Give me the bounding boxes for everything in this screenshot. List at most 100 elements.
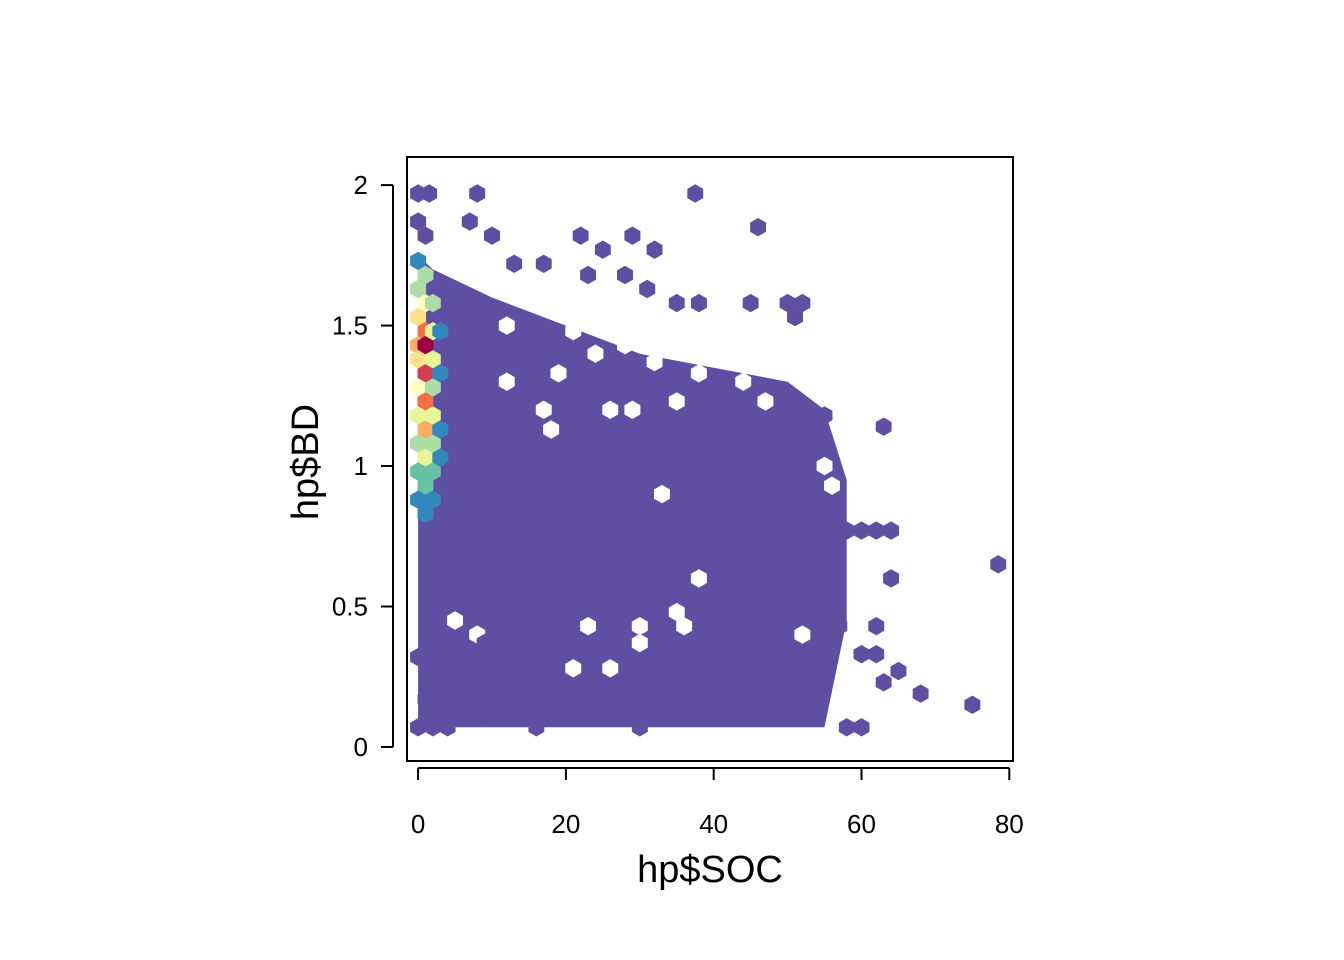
hexbin-cell: [484, 226, 500, 245]
hexbin-cell: [410, 718, 427, 737]
hexbin-cell-dense: [410, 307, 427, 327]
hexbin-cell-dense: [424, 293, 441, 313]
hexbin-empty-cell: [668, 602, 685, 622]
hexbin-cell: [469, 184, 486, 203]
hexbin-empty-cell: [757, 392, 774, 411]
hexbin-cell-dense: [417, 392, 434, 411]
hexbin-cell: [476, 633, 493, 653]
hexbin-cell: [668, 293, 685, 313]
hexbin-cell-dense: [410, 279, 427, 299]
hexbin-empty-cell: [587, 344, 604, 363]
y-tick-label: 1: [354, 451, 368, 481]
hexbin-empty-cell: [690, 569, 707, 588]
hexbin-empty-cell: [654, 484, 670, 504]
hexbin-cell: [853, 718, 870, 737]
hexbin-empty-cell: [543, 420, 560, 439]
hexbin-cell: [421, 184, 438, 203]
hexbin-empty-cell: [646, 352, 663, 372]
hexbin-cell: [990, 555, 1007, 574]
y-axis-title: hp$BD: [285, 404, 327, 520]
hexbin-cell: [624, 226, 641, 245]
hexbin-cell: [410, 647, 427, 667]
hexbin-cell: [687, 184, 704, 203]
x-axis-title: hp$SOC: [637, 849, 783, 891]
plot-frame: [406, 156, 1014, 762]
hexbin-cell-dense: [410, 378, 427, 397]
hexbin-cell: [831, 617, 848, 636]
hexbin-cell: [883, 569, 899, 588]
hexbin-cell: [690, 293, 707, 313]
hexbin-empty-cell: [705, 322, 722, 341]
hexbin-cell: [779, 293, 796, 313]
hexbin-cell: [513, 667, 530, 686]
hexbin-cell-dense: [410, 434, 427, 453]
hexbin-cell: [794, 293, 811, 313]
hexbin-cell-dense: [417, 504, 434, 523]
hexbin-empty-cell: [565, 659, 582, 678]
hexbin-cell-dense: [424, 434, 441, 453]
hexbin-cell: [491, 653, 508, 672]
x-tick-label: 40: [699, 809, 728, 839]
hexbin-cell: [506, 254, 523, 273]
hexbin-cell: [964, 695, 981, 714]
hexbin-cell-dense: [410, 490, 427, 509]
hexbin-cell: [461, 212, 478, 231]
hexbin-cell: [868, 521, 885, 540]
hexbin-cell: [439, 718, 456, 737]
hexbin-cell-dense: [417, 476, 434, 495]
hexbin-cell: [631, 718, 648, 737]
y-tick-label: 0: [354, 732, 368, 762]
hexbin-empty-cell: [580, 617, 596, 636]
hexbin-cell-dense: [432, 364, 449, 383]
hexbin-cell: [572, 226, 589, 245]
hexbin-cell: [838, 521, 855, 540]
hexbin-bulk-region: [418, 255, 847, 728]
hexbin-cell-dense: [417, 420, 434, 439]
y-tick-label: 0.5: [332, 591, 368, 621]
hexbin-cell: [883, 521, 899, 540]
hexbin-cell: [816, 406, 833, 425]
hexbin-cell: [454, 695, 471, 714]
hexbin-empty-cell: [816, 456, 833, 476]
hexbin-empty-cell: [631, 617, 648, 636]
hexbin-cell-dense: [432, 448, 449, 467]
hexbin-empty-cell: [550, 364, 567, 383]
x-axis: 0 20 40 60 80: [411, 767, 1024, 839]
hexbin-empty-cell: [535, 400, 552, 419]
hexbin-empty-cell: [676, 617, 693, 636]
hexbin-cell-dense: [410, 406, 427, 425]
hexbin-cell: [498, 681, 515, 700]
hexbin-cell-dense: [410, 462, 427, 481]
hexbin-cell: [417, 226, 434, 245]
hexbin-empty-cell: [602, 659, 619, 678]
hexbin-cell-dense: [432, 420, 449, 439]
hexbin-cell: [424, 718, 441, 737]
hexbin-empty-cell: [757, 330, 774, 349]
hexbin-empty-cell: [631, 633, 648, 653]
hexbin-empty-cell: [498, 372, 515, 391]
hexbin-cell: [646, 240, 663, 259]
hexbin-cell-dense: [424, 406, 441, 425]
hexbin-cell: [594, 240, 611, 259]
hexbin-cell-dense: [424, 378, 441, 397]
hexbin-empty-cell: [565, 322, 582, 341]
hexbin-cell: [868, 617, 885, 636]
hexbin-empty-cell: [690, 364, 707, 383]
hexbin-empty-cell: [617, 336, 633, 355]
hexbin-cell: [417, 690, 434, 709]
hexbin-cell: [432, 653, 449, 672]
y-tick-label: 2: [354, 170, 368, 200]
hexbin-cell-dense: [410, 251, 427, 271]
hexbin-cell: [853, 645, 870, 664]
hexbin-cell: [750, 218, 766, 237]
hexbin-cell: [528, 718, 545, 737]
hexbin-cell: [742, 293, 759, 313]
hexbin-cell: [454, 659, 471, 678]
hexbin-cell: [868, 645, 885, 664]
hexbin-cell-dense: [424, 490, 441, 509]
hexbin-cell-dense: [424, 462, 441, 481]
hexbin-cell: [875, 417, 892, 436]
x-tick-label: 60: [847, 809, 876, 839]
x-tick-label: 0: [411, 809, 425, 839]
